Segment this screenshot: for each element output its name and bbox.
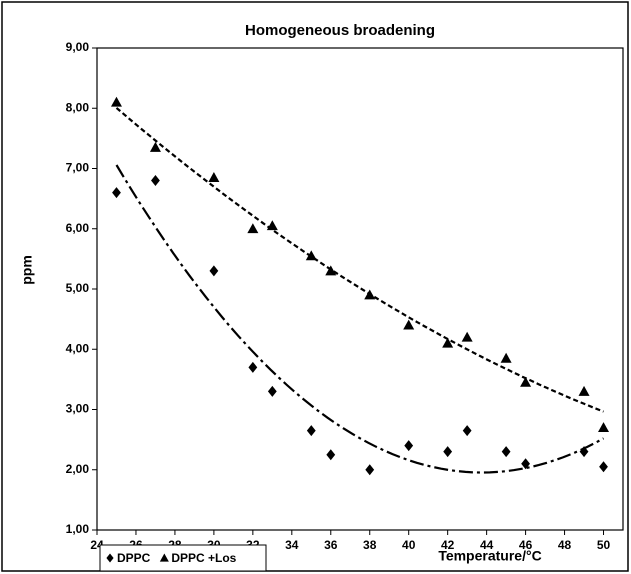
- point: [110, 96, 122, 107]
- legend-box: [99, 544, 267, 572]
- y-tick-label: 5,00: [66, 281, 90, 295]
- x-tick-label: 40: [402, 538, 416, 552]
- point: [578, 385, 590, 396]
- legend-label: DPPC: [117, 551, 151, 565]
- y-tick-label: 6,00: [66, 221, 90, 235]
- x-tick-label: 50: [597, 538, 611, 552]
- trend-line: [115, 107, 604, 413]
- point: [325, 265, 337, 276]
- point: [151, 175, 160, 187]
- point: [306, 425, 316, 437]
- point: [112, 187, 121, 199]
- y-tick-label: 2,00: [66, 462, 90, 476]
- legend-marker: [106, 553, 114, 563]
- point: [247, 223, 259, 234]
- point: [579, 446, 589, 458]
- point: [500, 352, 512, 363]
- x-axis-title: Temperature/°C: [438, 548, 541, 564]
- y-tick-label: 1,00: [66, 522, 90, 536]
- point: [599, 461, 608, 473]
- point: [266, 220, 278, 231]
- x-tick-label: 48: [558, 538, 572, 552]
- point: [326, 449, 336, 461]
- point: [209, 265, 219, 277]
- point: [267, 385, 277, 397]
- x-tick-label: 36: [324, 538, 338, 552]
- y-tick-label: 8,00: [66, 100, 90, 114]
- point: [404, 440, 414, 452]
- point: [364, 289, 376, 300]
- y-axis-title: ppm: [19, 255, 35, 285]
- point: [305, 250, 317, 261]
- y-tick-label: 9,00: [66, 40, 90, 54]
- point: [598, 422, 610, 432]
- point: [521, 458, 530, 470]
- chart-title: Homogeneous broadening: [245, 22, 435, 39]
- y-tick-label: 3,00: [66, 402, 90, 416]
- trend-line: [115, 164, 605, 474]
- point: [248, 361, 258, 373]
- point: [442, 337, 454, 348]
- point: [208, 172, 220, 182]
- point: [461, 331, 473, 342]
- point: [443, 446, 453, 458]
- point: [365, 464, 375, 476]
- legend-marker: [159, 553, 169, 562]
- y-tick-label: 7,00: [66, 161, 90, 175]
- y-tick-label: 4,00: [66, 341, 90, 355]
- point: [462, 425, 472, 437]
- point: [520, 376, 532, 387]
- x-tick-label: 46: [519, 538, 533, 552]
- point: [501, 446, 511, 458]
- x-tick-label: 34: [285, 538, 299, 552]
- x-tick-label: 42: [441, 538, 455, 552]
- point: [149, 141, 161, 152]
- legend-label: DPPC +Los: [171, 551, 236, 565]
- point: [403, 319, 415, 330]
- x-tick-label: 38: [363, 538, 377, 552]
- x-tick-label: 44: [480, 538, 494, 552]
